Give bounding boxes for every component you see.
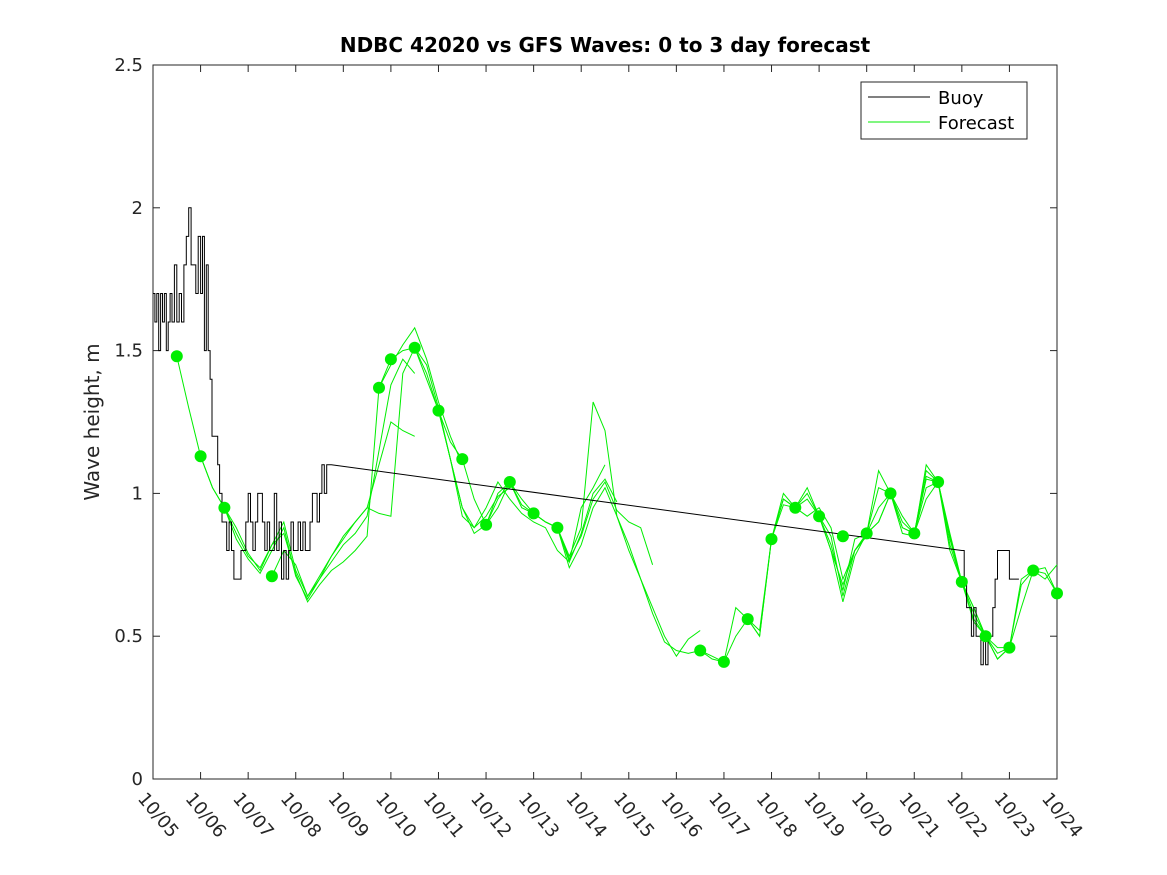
y-tick-label: 0 — [132, 769, 143, 790]
forecast-marker — [932, 476, 945, 488]
y-tick-label: 2.5 — [114, 55, 143, 76]
forecast-marker — [813, 510, 826, 523]
y-axis-label: Wave height, m — [80, 343, 104, 500]
y-tick-label: 0.5 — [114, 626, 143, 647]
forecast-marker — [480, 518, 493, 531]
forecast-marker — [218, 501, 231, 514]
forecast-marker — [789, 501, 802, 514]
legend-box — [860, 81, 1028, 140]
forecast-marker — [955, 575, 968, 588]
forecast-marker — [1003, 641, 1016, 654]
legend-forecast-label: Forecast — [938, 113, 1014, 134]
forecast-marker — [408, 341, 421, 354]
forecast-marker — [503, 476, 516, 488]
forecast-markers — [170, 341, 1063, 668]
forecast-run-line — [485, 401, 725, 663]
forecast-marker — [741, 613, 754, 626]
forecast-marker — [836, 530, 849, 543]
chart-title: NDBC 42020 vs GFS Waves: 0 to 3 day fore… — [340, 33, 871, 57]
forecast-marker — [194, 450, 207, 463]
forecast-marker — [979, 630, 992, 643]
forecast-marker — [456, 453, 469, 466]
y-tick-label: 2 — [132, 198, 143, 219]
y-axis: 0 0.5 1 1.5 2 2.5 — [114, 55, 1057, 790]
forecast-marker — [373, 381, 385, 394]
legend-buoy-label: Buoy — [938, 88, 984, 109]
buoy-line — [153, 207, 1019, 666]
forecast-marker — [265, 570, 278, 583]
forecast-marker — [717, 655, 730, 668]
forecast-run-line — [223, 326, 463, 603]
forecast-run-line — [533, 464, 606, 564]
y-tick-label: 1 — [132, 483, 143, 504]
forecast-marker — [860, 527, 873, 540]
plot-area — [152, 64, 1058, 780]
forecast-marker — [384, 353, 397, 366]
forecast-marker — [1027, 564, 1040, 577]
buoy-series — [153, 207, 1019, 666]
y-tick-label: 1.5 — [114, 341, 143, 362]
forecast-marker — [170, 350, 183, 363]
legend: Buoy Forecast — [860, 81, 1028, 140]
forecast-marker — [884, 487, 897, 500]
forecast-marker — [527, 507, 540, 520]
forecast-run-line — [200, 358, 416, 601]
forecast-run-line — [271, 346, 511, 598]
forecast-marker — [908, 527, 921, 540]
forecast-marker — [551, 521, 564, 534]
forecast-marker — [765, 533, 778, 546]
forecast-marker — [1051, 587, 1063, 600]
forecast-run-line — [438, 410, 701, 658]
forecast-marker — [432, 404, 445, 417]
forecast-marker — [694, 644, 707, 657]
